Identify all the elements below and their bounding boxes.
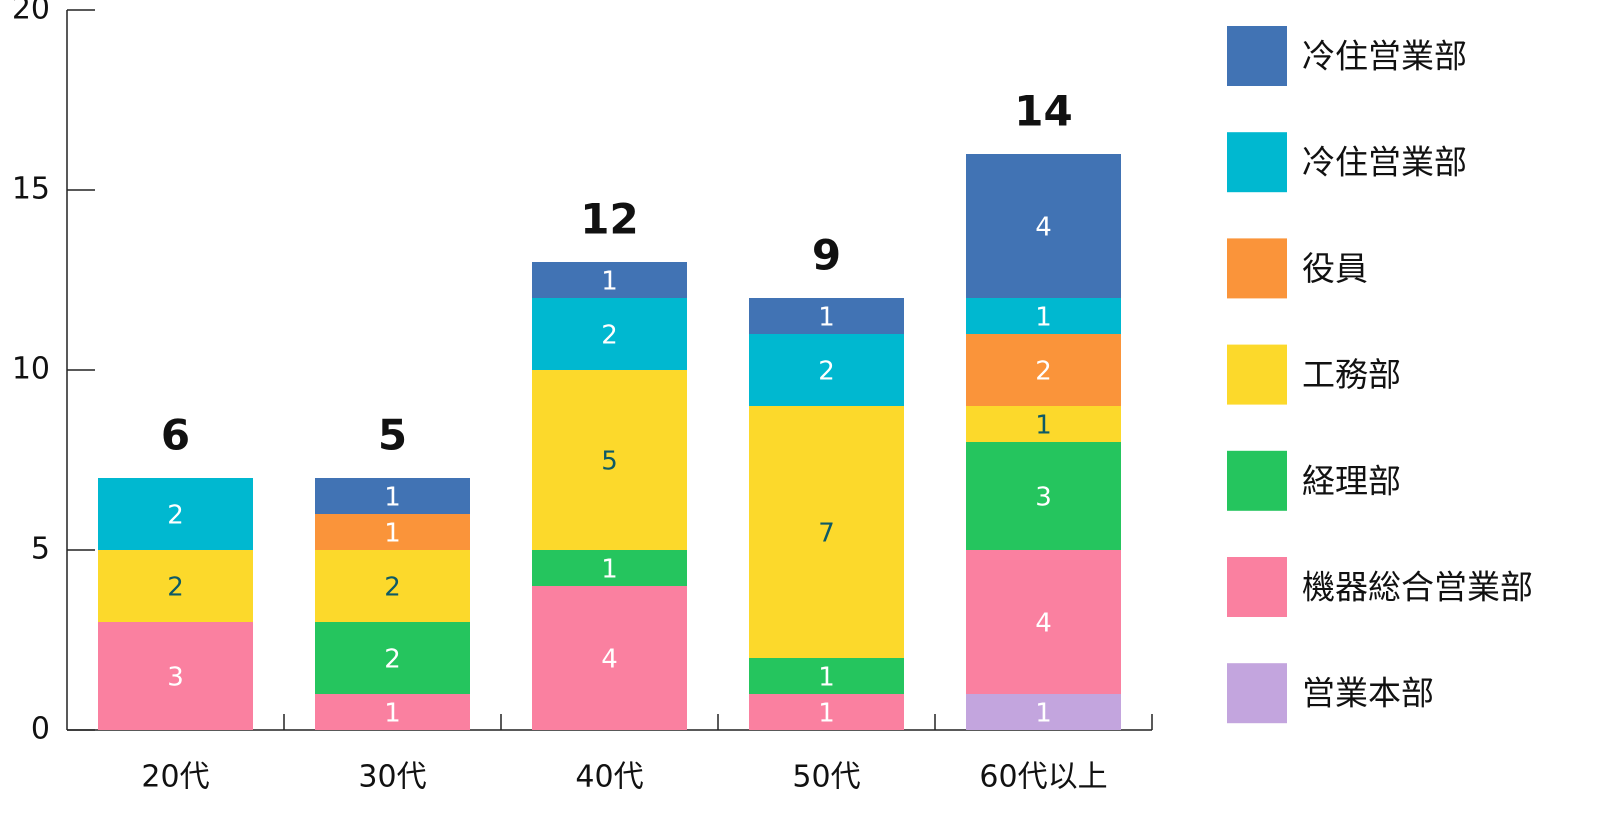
x-tick-label: 40代 — [575, 760, 643, 795]
legend-label: 経理部 — [1302, 461, 1401, 500]
total-label: 14 — [1014, 87, 1072, 136]
bar-segment — [315, 694, 470, 730]
x-tick-label: 30代 — [358, 760, 426, 795]
data-label: 1 — [1035, 699, 1052, 729]
x-tick-label: 60代以上 — [979, 760, 1107, 795]
data-label: 1 — [1035, 411, 1052, 441]
bar-segment — [315, 622, 470, 694]
legend-swatch — [1227, 663, 1287, 724]
bar-segment — [315, 478, 470, 514]
legend-swatch — [1227, 557, 1287, 617]
bar-segment — [532, 370, 687, 550]
data-label: 2 — [601, 321, 618, 351]
data-label: 3 — [1035, 483, 1052, 513]
y-tick-label: 0 — [31, 712, 50, 747]
data-label: 2 — [818, 357, 835, 387]
y-tick-label: 5 — [31, 532, 50, 567]
data-label: 2 — [167, 501, 184, 531]
legend-swatch — [1227, 238, 1287, 299]
bar-segment — [966, 442, 1121, 550]
data-label: 1 — [818, 303, 835, 333]
data-label: 1 — [818, 663, 835, 693]
legend-label: 営業本部 — [1302, 674, 1434, 713]
data-label: 7 — [818, 519, 835, 549]
bar-segment — [966, 298, 1121, 334]
legend-swatch — [1227, 132, 1287, 193]
bar-segment — [966, 550, 1121, 694]
total-label: 9 — [812, 231, 841, 280]
total-label: 6 — [161, 411, 190, 460]
bar-segment — [315, 514, 470, 550]
bar-segment — [532, 262, 687, 298]
data-label: 1 — [601, 267, 618, 297]
bar-segment — [966, 694, 1121, 730]
data-label: 4 — [1035, 609, 1052, 639]
data-label: 2 — [384, 573, 401, 603]
legend-label: 工務部 — [1302, 355, 1401, 394]
y-tick-label: 20 — [12, 0, 50, 27]
bar-segment — [532, 298, 687, 370]
bar-segment — [966, 334, 1121, 406]
legend-label: 機器総合営業部 — [1302, 568, 1533, 607]
data-label: 4 — [601, 645, 618, 675]
data-label: 1 — [384, 519, 401, 549]
legend-swatch — [1227, 26, 1287, 86]
total-label: 12 — [580, 195, 638, 244]
bar-segment — [98, 478, 253, 550]
legend-label: 役員 — [1302, 249, 1368, 288]
data-label: 1 — [384, 699, 401, 729]
x-tick-label: 20代 — [141, 760, 209, 795]
bar-segment — [98, 622, 253, 730]
data-label: 1 — [601, 555, 618, 585]
legend-swatch — [1227, 450, 1287, 511]
bar-segment — [532, 550, 687, 586]
data-label: 2 — [167, 573, 184, 603]
bar-segment — [749, 298, 904, 334]
data-label: 1 — [818, 699, 835, 729]
data-label: 4 — [1035, 213, 1052, 243]
bar-segment — [749, 334, 904, 406]
bar-segment — [749, 694, 904, 730]
data-label: 5 — [601, 447, 618, 477]
x-tick-label: 50代 — [792, 760, 860, 795]
legend-label: 冷住営業部 — [1302, 143, 1467, 182]
data-label: 1 — [1035, 303, 1052, 333]
y-tick-label: 15 — [12, 172, 50, 207]
bar-segment — [966, 154, 1121, 298]
bar-segment — [532, 586, 687, 730]
bar-segment — [98, 550, 253, 622]
y-tick-label: 10 — [12, 352, 50, 387]
bar-segment — [749, 406, 904, 658]
legend-label: 冷住営業部 — [1302, 37, 1467, 76]
data-label: 3 — [167, 663, 184, 693]
bar-segment — [749, 658, 904, 694]
data-label: 2 — [1035, 357, 1052, 387]
data-label: 1 — [384, 483, 401, 513]
bar-segment — [966, 406, 1121, 442]
legend-swatch — [1227, 344, 1287, 405]
data-label: 2 — [384, 645, 401, 675]
total-label: 5 — [378, 411, 407, 460]
bar-segment — [315, 550, 470, 622]
